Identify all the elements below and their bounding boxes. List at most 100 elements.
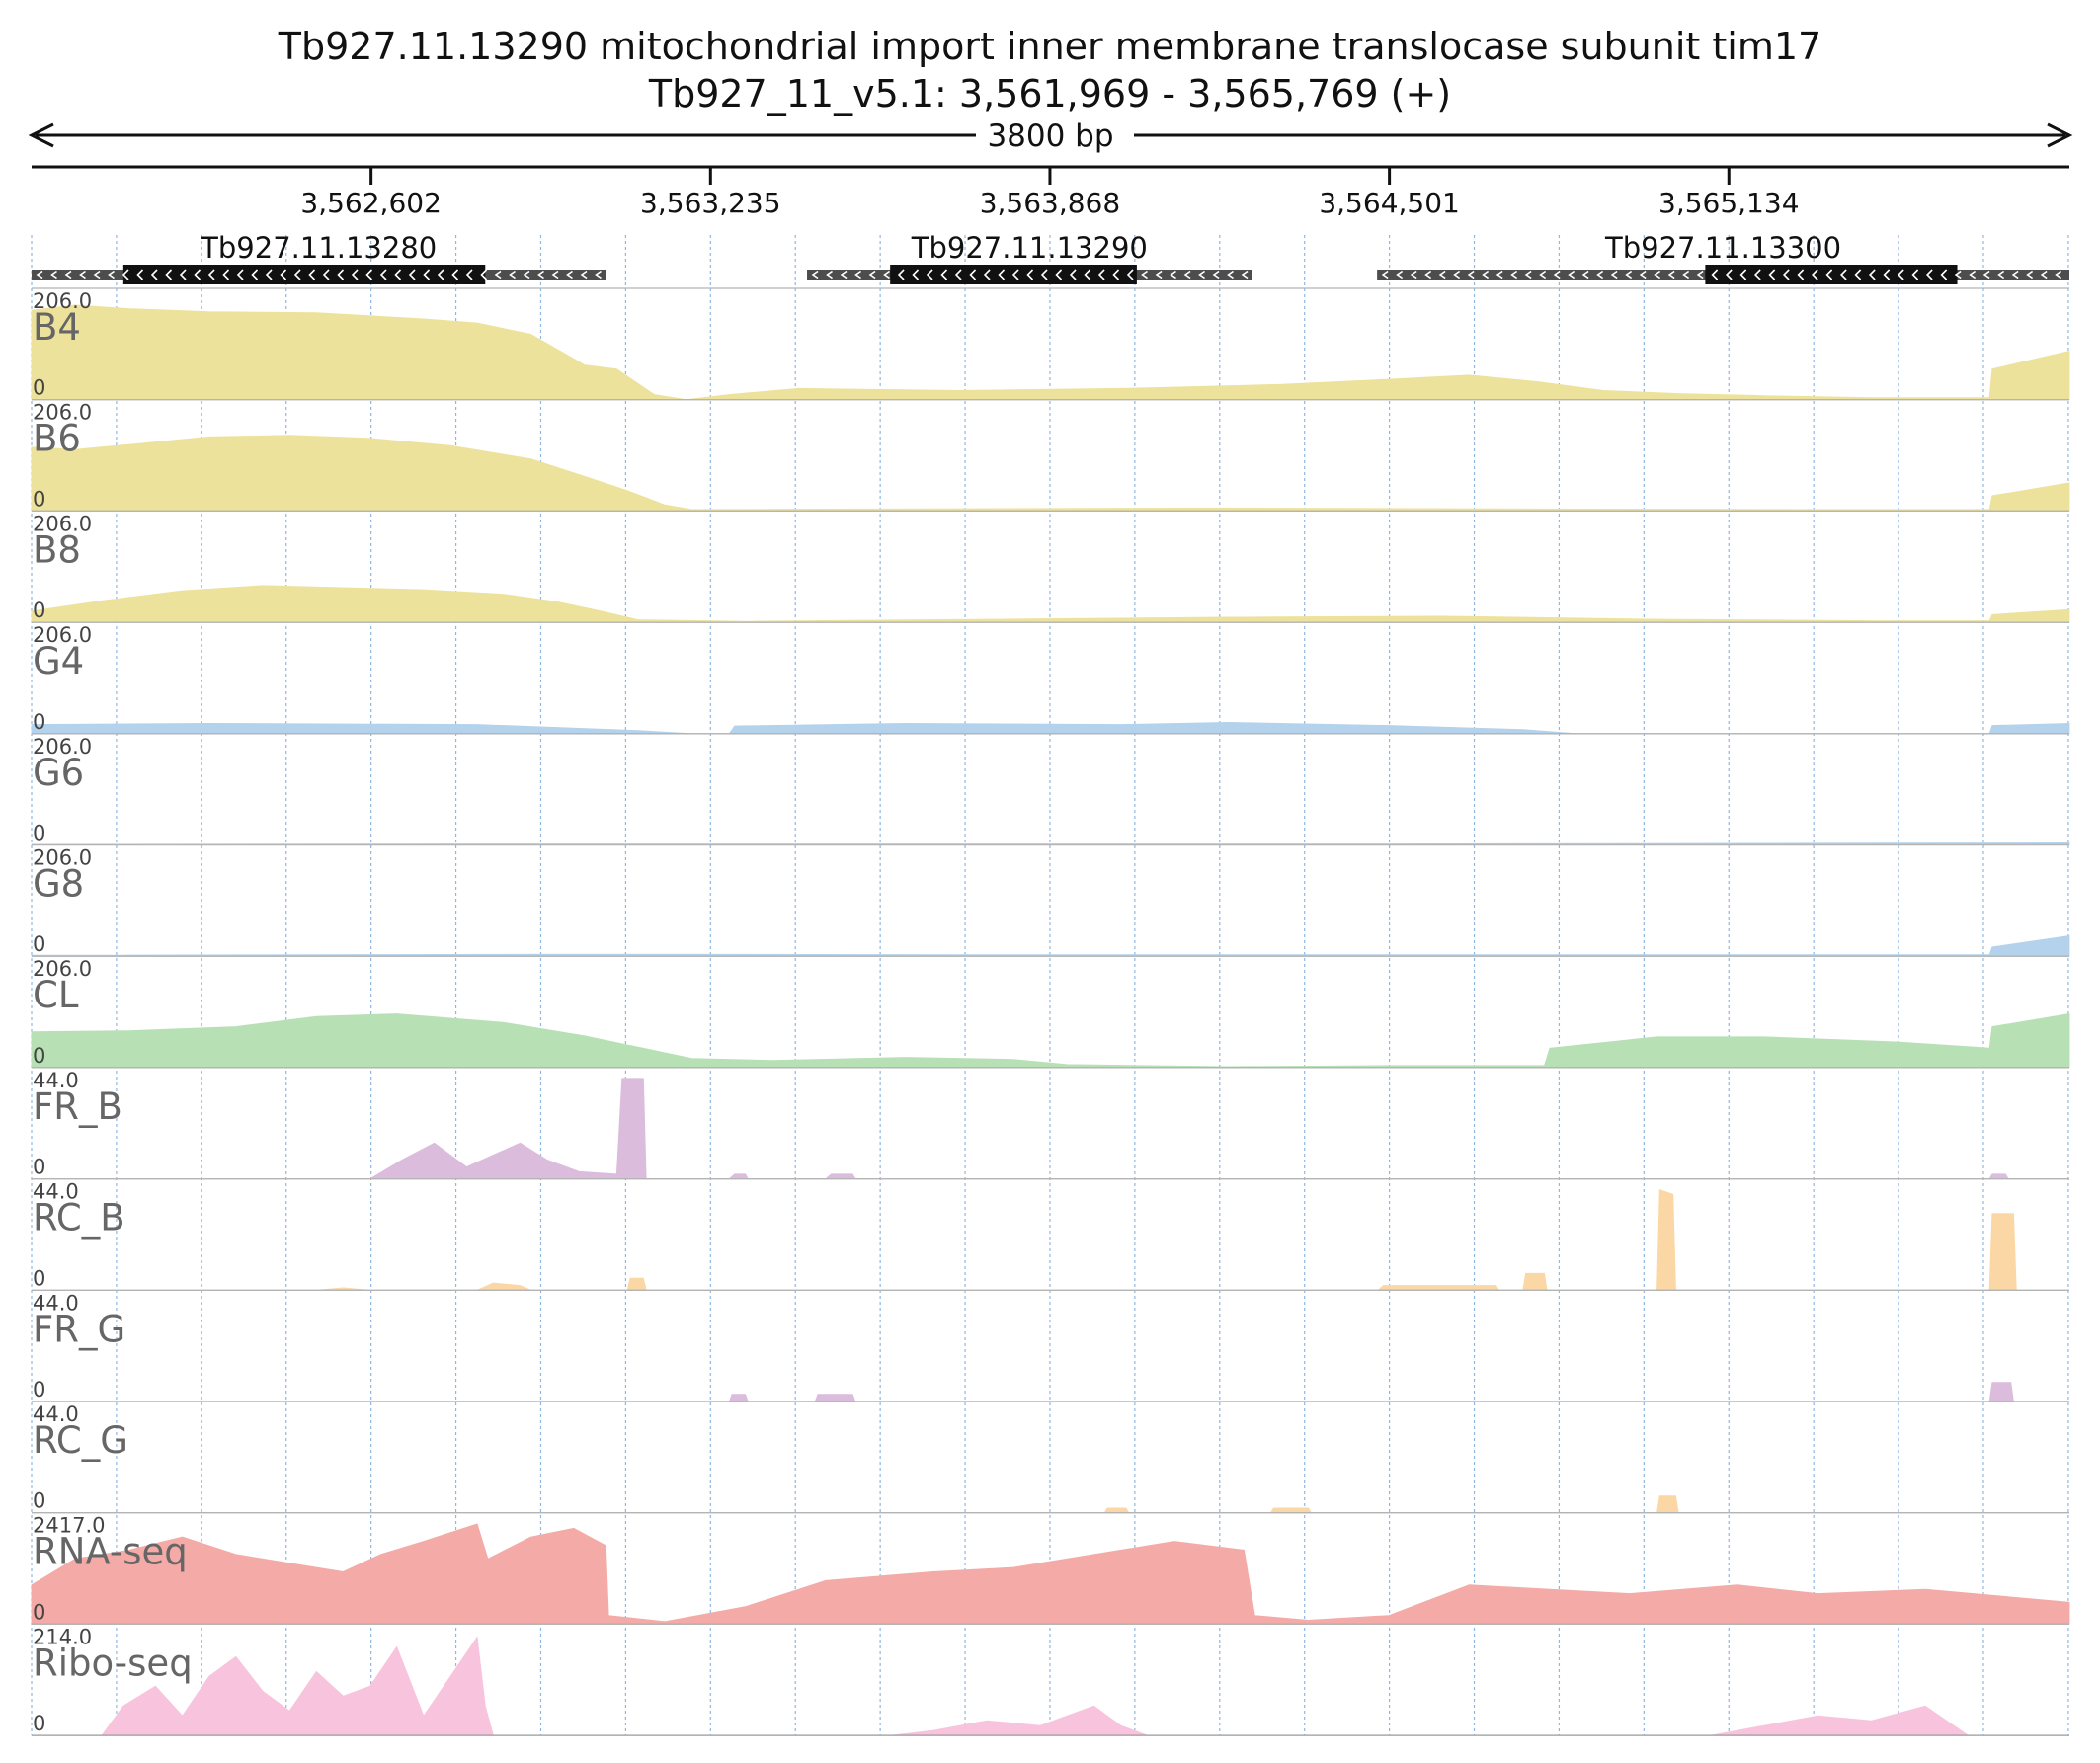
strand-arrow [394, 269, 402, 280]
strand-arrow [1868, 269, 1876, 280]
strand-arrow [1112, 269, 1120, 280]
coverage-area [31, 721, 2070, 735]
strand-arrow [523, 270, 530, 280]
coordinate-axis: 3,562,602 3,563,235 3,563,868 3,564,501 3,56… [32, 165, 2069, 219]
track-min-label: 0 [33, 1266, 45, 1290]
coverage-tracks: 206.0B40206.0B60206.0B80206.0G40206.0G60… [31, 287, 2070, 1736]
strand-arrow [322, 269, 330, 280]
track-min-label: 0 [33, 599, 45, 622]
grid-lines [31, 235, 2069, 1736]
track-min-label: 0 [33, 822, 45, 845]
track-min-label: 0 [33, 1712, 45, 1735]
strand-arrow [280, 269, 287, 280]
gene-annotation-track: Tb927.11.13280 Tb927.11.13290 Tb927.11.133… [32, 231, 2069, 284]
track-min-label: 0 [33, 1044, 45, 1068]
strand-arrow [1725, 269, 1733, 280]
strand-arrow [1097, 269, 1105, 280]
strand-arrow [840, 270, 848, 280]
track-max-label: 206.0 [33, 846, 92, 870]
scale-arrow-left-head [28, 122, 54, 148]
strand-arrow [1424, 270, 1432, 280]
strand-arrow [551, 270, 559, 280]
strand-arrow [236, 269, 244, 280]
track-max-label: 206.0 [33, 735, 92, 759]
strand-arrow [926, 269, 933, 280]
track-max-label: 44.0 [33, 1069, 79, 1092]
chart-subtitle: Tb927_11_v5.1: 3,561,969 - 3,565,769 (+) [648, 72, 1452, 116]
gene-label: Tb927.11.13300 [1604, 231, 1841, 265]
strand-arrow [1241, 270, 1249, 280]
strand-arrow [537, 270, 544, 280]
strand-arrow [998, 269, 1006, 280]
strand-arrow [365, 269, 373, 280]
track-min-label: 0 [33, 710, 45, 734]
strand-arrow [1040, 269, 1048, 280]
scale-arrow-right-head [2047, 122, 2073, 148]
strand-arrow [1126, 269, 1134, 280]
track-name-label: B6 [33, 418, 81, 460]
strand-arrow [940, 269, 948, 280]
strand-arrow [1897, 269, 1904, 280]
coverage-area [31, 1523, 2070, 1625]
strand-arrow [1596, 270, 1604, 280]
strand-arrow [1639, 270, 1647, 280]
strand-arrow [108, 270, 115, 280]
coverage-area [369, 1078, 2009, 1179]
strand-arrow [1797, 269, 1805, 280]
strand-arrow [509, 270, 516, 280]
track-max-label: 206.0 [33, 512, 92, 535]
strand-arrow [423, 269, 431, 280]
strand-arrow [480, 269, 488, 280]
track-max-label: 206.0 [33, 289, 92, 313]
strand-arrow [1911, 269, 1919, 280]
strand-arrow [79, 270, 86, 280]
coverage-area [31, 1013, 2070, 1069]
strand-arrow [379, 269, 387, 280]
strand-arrow [1667, 270, 1675, 280]
track-name-label: FR_B [33, 1085, 122, 1128]
track-name-label: B8 [33, 528, 81, 571]
strand-arrow [1510, 270, 1518, 280]
chart-title: Tb927.11.13290 mitochondrial import inne… [278, 25, 1822, 68]
coverage-area [31, 304, 2070, 401]
gene-label: Tb927.11.13290 [911, 231, 1148, 265]
strand-arrow [897, 269, 905, 280]
coverage-area [101, 1636, 1970, 1736]
strand-arrow [1155, 270, 1163, 280]
strand-arrow [1969, 270, 1977, 280]
strand-arrow [1467, 270, 1475, 280]
strand-arrow [1227, 270, 1234, 280]
track-name-label: RNA-seq [33, 1531, 188, 1573]
strand-arrow [854, 270, 861, 280]
strand-arrow [1539, 270, 1547, 280]
strand-arrow [1825, 269, 1833, 280]
strand-arrow [868, 270, 876, 280]
strand-arrow [1495, 270, 1503, 280]
track-name-label: G6 [33, 752, 84, 794]
strand-arrow [983, 269, 991, 280]
track-name-label: B4 [33, 306, 81, 349]
strand-arrow [1654, 270, 1661, 280]
strand-arrow [1982, 270, 1990, 280]
coverage-area [316, 1188, 2017, 1291]
tick-label: 3,565,134 [1658, 187, 1800, 219]
strand-arrow [1084, 269, 1091, 280]
track-name-label: FR_G [33, 1308, 125, 1350]
strand-arrow [1925, 269, 1933, 280]
strand-arrow [437, 269, 444, 280]
strand-arrow [465, 269, 473, 280]
strand-arrow [1625, 270, 1633, 280]
strand-arrow [1839, 269, 1847, 280]
track-max-label: 206.0 [33, 401, 92, 425]
track-name-label: RC_G [33, 1419, 128, 1462]
strand-arrow [179, 269, 187, 280]
strand-arrow [337, 269, 345, 280]
strand-arrow [2055, 270, 2062, 280]
strand-arrow [451, 269, 459, 280]
strand-arrow [969, 269, 977, 280]
track-max-label: 214.0 [33, 1625, 92, 1648]
strand-arrow [136, 269, 144, 280]
